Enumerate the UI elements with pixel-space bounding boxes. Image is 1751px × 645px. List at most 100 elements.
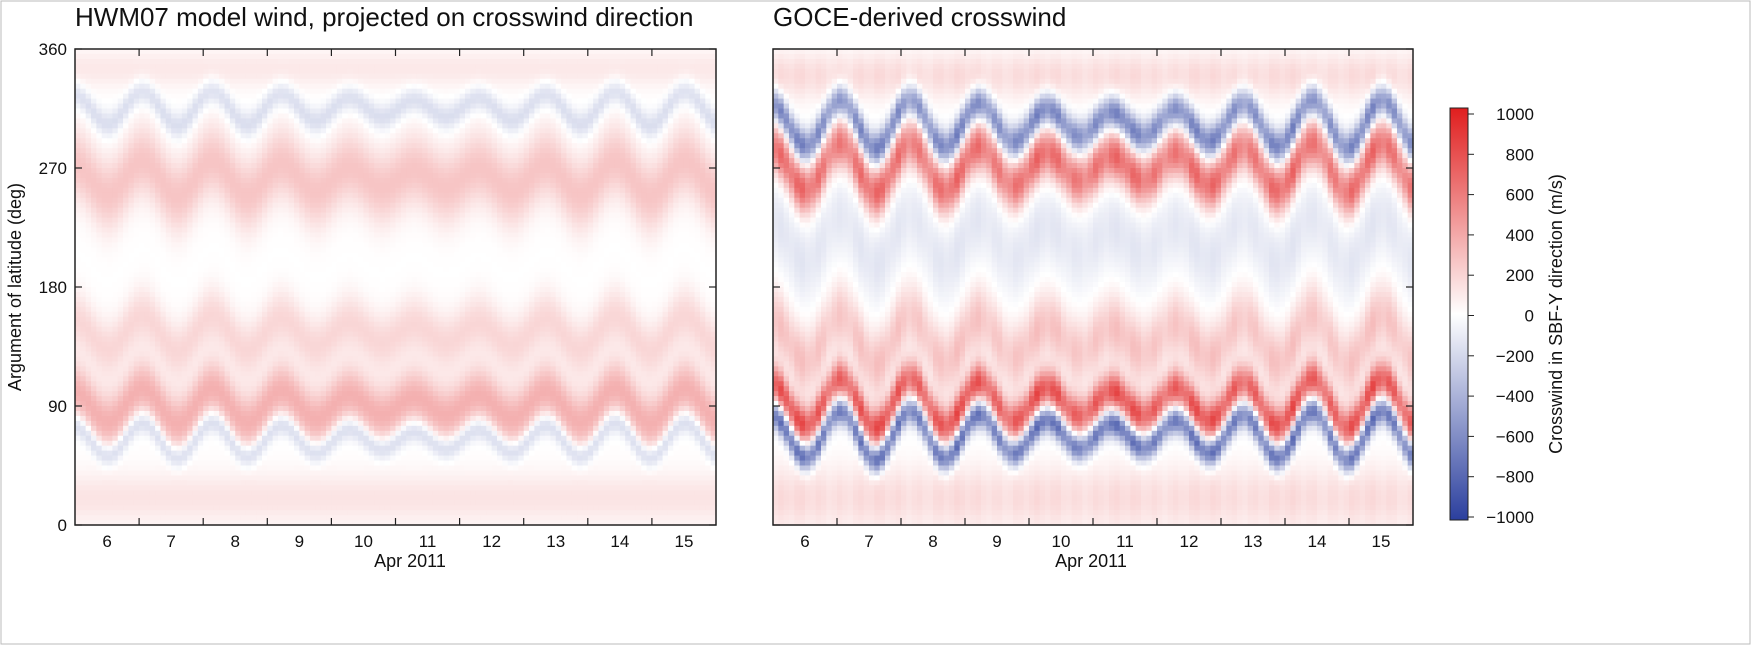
heatmap-cell (155, 153, 162, 159)
heatmap-cell (310, 480, 316, 486)
heatmap-cell (85, 177, 92, 184)
heatmap-cell (80, 515, 87, 521)
heatmap-cell (165, 282, 172, 288)
heatmap-cell (187, 172, 194, 179)
heatmap-cell (181, 98, 188, 105)
heatmap-cell (251, 212, 258, 219)
heatmap-cell (203, 222, 210, 229)
heatmap-cell (283, 415, 290, 422)
heatmap-cell (208, 445, 215, 452)
heatmap-cell (101, 108, 108, 115)
heatmap-cell (187, 480, 194, 486)
heatmap-cell (331, 455, 338, 462)
heatmap-cell (347, 445, 354, 452)
heatmap-cell (133, 520, 140, 526)
heatmap-cell (304, 58, 311, 65)
heatmap-cell (315, 371, 322, 377)
heatmap-cell (267, 182, 274, 189)
heatmap-cell (294, 257, 300, 263)
heatmap-cell (208, 326, 215, 333)
heatmap-cell (336, 301, 343, 308)
heatmap-cell (128, 341, 135, 348)
heatmap-cell (336, 410, 343, 417)
heatmap-cell (342, 386, 349, 392)
heatmap-cell (277, 440, 284, 447)
heatmap-cell (229, 123, 236, 129)
heatmap-cell (331, 391, 338, 397)
heatmap-cell (213, 68, 220, 75)
heatmap-cell (336, 58, 343, 65)
heatmap-cell (112, 495, 119, 501)
heatmap-cell (85, 63, 92, 70)
heatmap-cell (213, 401, 220, 407)
heatmap-cell (272, 282, 279, 288)
heatmap-cell (347, 366, 354, 372)
heatmap-cell (133, 351, 140, 358)
heatmap-cell (160, 63, 167, 70)
heatmap-cell (208, 197, 215, 204)
heatmap-cell (288, 376, 295, 382)
heatmap-cell (229, 386, 236, 392)
heatmap-cell (133, 376, 140, 382)
heatmap-cell (171, 510, 178, 516)
heatmap-cell (294, 123, 300, 129)
heatmap-cell (187, 103, 194, 110)
heatmap-cell (203, 103, 210, 110)
heatmap-cell (91, 143, 97, 149)
heatmap-cell (176, 163, 183, 169)
heatmap-cell (277, 118, 284, 124)
heatmap-cell (165, 490, 172, 496)
heatmap-cell (283, 351, 290, 358)
heatmap-cell (251, 88, 258, 95)
heatmap-cell (304, 485, 311, 491)
heatmap-cell (310, 475, 316, 481)
heatmap-cell (155, 182, 162, 189)
heatmap-cell (315, 435, 322, 442)
heatmap-cell (347, 68, 354, 75)
heatmap-cell (304, 247, 311, 253)
heatmap-cell (229, 267, 236, 273)
heatmap-cell (128, 192, 135, 199)
heatmap-cell (91, 445, 97, 452)
heatmap-cell (304, 212, 311, 219)
heatmap-cell (331, 133, 338, 139)
heatmap-cell (96, 420, 103, 427)
heatmap-cell (187, 53, 194, 60)
heatmap-cell (197, 103, 204, 110)
heatmap-cell (197, 490, 204, 496)
heatmap-cell (96, 460, 103, 467)
heatmap-cell (101, 118, 108, 124)
heatmap-cell (155, 520, 162, 526)
heatmap-cell (294, 321, 300, 328)
heatmap-cell (213, 172, 220, 179)
heatmap-cell (299, 435, 306, 442)
heatmap-cell (75, 435, 81, 442)
heatmap-cell (176, 78, 183, 85)
heatmap-cell (123, 58, 130, 65)
heatmap-cell (224, 490, 231, 496)
heatmap-cell (171, 291, 178, 298)
heatmap-cell (224, 222, 231, 229)
heatmap-cell (261, 202, 268, 209)
heatmap-cell (326, 168, 332, 174)
heatmap-cell (277, 435, 284, 442)
heatmap-cell (267, 103, 274, 110)
heatmap-cell (192, 277, 199, 283)
heatmap-cell (229, 475, 236, 481)
heatmap-cell (187, 108, 194, 115)
heatmap-cell (315, 356, 322, 362)
heatmap-cell (187, 217, 194, 224)
heatmap-cell (245, 187, 252, 194)
heatmap-cell (251, 197, 258, 204)
heatmap-cell (171, 172, 178, 179)
heatmap-cell (288, 415, 295, 422)
heatmap-cell (294, 242, 300, 248)
heatmap-cell (272, 172, 279, 179)
heatmap-cell (149, 257, 156, 263)
heatmap-cell (342, 440, 349, 447)
heatmap-cell (139, 93, 146, 100)
heatmap-cell (85, 311, 92, 318)
heatmap-cell (272, 490, 279, 496)
heatmap-cell (213, 366, 220, 372)
heatmap-cell (224, 108, 231, 115)
